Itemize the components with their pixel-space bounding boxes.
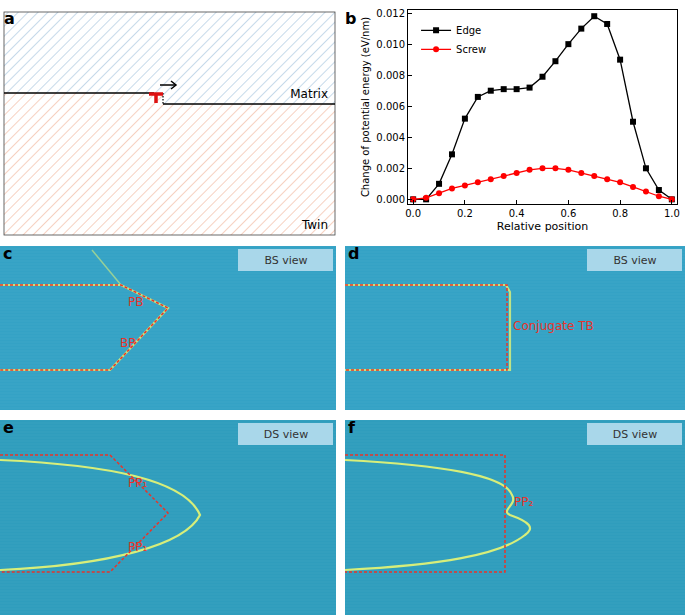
svg-text:0.4: 0.4 (509, 208, 525, 219)
svg-text:Screw: Screw (456, 44, 486, 55)
svg-text:Conjugate TB: Conjugate TB (513, 319, 594, 333)
svg-text:Edge: Edge (456, 25, 481, 36)
svg-text:c: c (3, 244, 12, 263)
svg-text:Matrix: Matrix (290, 87, 328, 101)
svg-text:Relative position: Relative position (497, 220, 588, 233)
svg-text:DS view: DS view (613, 428, 657, 441)
svg-text:0.000: 0.000 (376, 194, 405, 205)
svg-text:PP₂: PP₂ (514, 495, 533, 509)
svg-text:0.006: 0.006 (376, 101, 405, 112)
svg-text:0.2: 0.2 (457, 208, 473, 219)
svg-text:0.002: 0.002 (376, 163, 405, 174)
svg-text:BS view: BS view (264, 254, 307, 267)
svg-text:Twin: Twin (301, 218, 328, 232)
svg-text:PP₁: PP₁ (128, 540, 147, 554)
svg-text:b: b (345, 9, 356, 28)
svg-text:0.0: 0.0 (405, 208, 421, 219)
svg-text:Change of potential energy (eV: Change of potential energy (eV/nm) (360, 17, 371, 197)
svg-text:0.008: 0.008 (376, 70, 405, 81)
svg-text:f: f (348, 418, 356, 437)
svg-text:PB: PB (128, 295, 143, 309)
svg-text:d: d (348, 244, 359, 263)
svg-text:0.6: 0.6 (560, 208, 576, 219)
svg-text:e: e (3, 418, 14, 437)
svg-text:0.004: 0.004 (376, 132, 405, 143)
svg-text:PP₁: PP₁ (128, 476, 147, 490)
svg-text:0.012: 0.012 (376, 8, 405, 19)
svg-text:1.0: 1.0 (664, 208, 680, 219)
svg-text:a: a (4, 9, 15, 28)
svg-text:0.8: 0.8 (612, 208, 628, 219)
svg-text:0.010: 0.010 (376, 39, 405, 50)
svg-text:BP: BP (120, 336, 135, 350)
svg-text:DS view: DS view (264, 428, 308, 441)
svg-text:BS view: BS view (613, 254, 656, 267)
